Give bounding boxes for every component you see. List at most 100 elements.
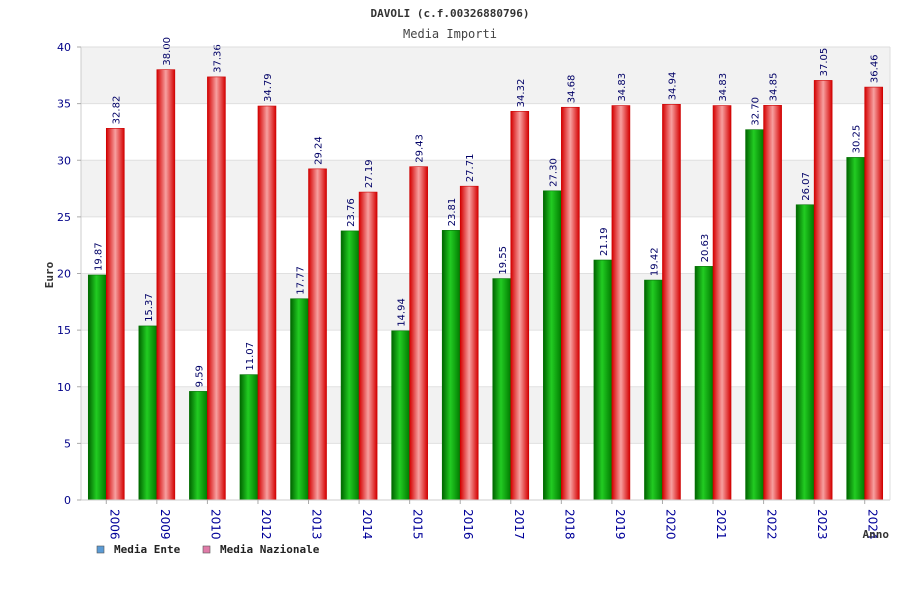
- data-label-media-ente: 23.76: [346, 198, 357, 227]
- x-tick-label: 2013: [310, 509, 324, 540]
- data-label-media-nazionale: 38.00: [162, 37, 173, 66]
- data-label-media-nazionale: 34.68: [566, 75, 577, 104]
- data-label-media-nazionale: 27.19: [364, 159, 375, 188]
- bar-media-nazionale: [864, 86, 884, 501]
- data-label-media-nazionale: 36.46: [870, 54, 881, 83]
- x-tick-label: 2016: [461, 509, 475, 540]
- x-axis-label: Anno: [863, 528, 890, 541]
- data-labels: 19.87 32.82 15.37 38.00 9.59 37.36 11.07 34.79 1…: [93, 37, 880, 387]
- data-label-media-nazionale: 29.24: [314, 136, 325, 165]
- data-label-media-nazionale: 37.05: [819, 48, 830, 77]
- data-label-media-ente: 17.77: [296, 266, 307, 295]
- data-label-media-ente: 9.59: [194, 365, 205, 387]
- bar-media-ente: [593, 259, 613, 501]
- bar-media-nazionale: [712, 105, 732, 501]
- bar-media-ente: [694, 266, 714, 501]
- data-label-media-nazionale: 37.36: [212, 44, 223, 73]
- legend-label-media-ente: Media Ente: [114, 543, 181, 556]
- bar-media-ente: [846, 157, 866, 501]
- bar-media-nazionale: [813, 80, 833, 501]
- bar-media-ente: [138, 325, 158, 501]
- data-label-media-nazionale: 34.32: [516, 79, 527, 108]
- x-tick-label: 2017: [512, 509, 526, 540]
- bar-media-nazionale: [459, 185, 479, 501]
- bar-media-nazionale: [763, 105, 782, 501]
- bar-media-ente: [644, 279, 663, 501]
- bar-media-ente: [340, 230, 360, 501]
- x-tick-label: 2018: [562, 509, 576, 540]
- bar-media-nazionale: [561, 106, 580, 501]
- x-tick-label: 2019: [613, 509, 627, 540]
- x-tick-label: 2024: [866, 509, 880, 540]
- bar-media-nazionale: [257, 105, 277, 501]
- data-label-media-ente: 27.30: [548, 158, 559, 187]
- chart-subtitle: Media Importi: [403, 27, 497, 41]
- data-label-media-nazionale: 34.79: [263, 73, 274, 102]
- data-label-media-ente: 20.63: [700, 234, 711, 263]
- bar-media-nazionale: [510, 111, 530, 501]
- data-label-media-ente: 14.94: [397, 298, 408, 327]
- chart-title: DAVOLI (c.f.00326880796): [371, 7, 530, 20]
- x-tick-label: 2021: [714, 509, 728, 540]
- data-label-media-ente: 19.42: [649, 247, 660, 276]
- bar-media-ente: [189, 391, 208, 501]
- bars: [87, 69, 884, 501]
- bar-media-ente: [391, 330, 410, 501]
- bar-media-ente: [290, 298, 309, 501]
- bar-media-nazionale: [105, 128, 125, 501]
- x-tick-label: 2023: [815, 509, 829, 540]
- bar-media-nazionale: [611, 105, 631, 501]
- data-label-media-nazionale: 32.82: [111, 96, 122, 125]
- bar-media-ente: [492, 278, 512, 501]
- x-tick-label: 2015: [411, 509, 425, 540]
- y-tick-label: 0: [64, 494, 71, 507]
- legend-swatch-media-ente: [96, 545, 105, 554]
- y-tick-label: 15: [57, 324, 71, 337]
- bar-media-ente: [87, 274, 107, 501]
- data-label-media-nazionale: 34.85: [769, 73, 780, 102]
- data-label-media-nazionale: 27.71: [465, 154, 476, 183]
- axes: 0 5 10 15 20 25 30 35 40 2006 2009 2010 2012 2013 2014…: [57, 41, 891, 540]
- y-axis-label: Euro: [43, 261, 56, 288]
- bar-media-nazionale: [207, 76, 226, 501]
- x-tick-label: 2006: [107, 509, 121, 540]
- x-tick-label: 2009: [158, 509, 172, 540]
- legend-swatch-media-nazionale: [202, 545, 211, 554]
- x-tick-label: 2022: [765, 509, 779, 540]
- x-tick-label: 2012: [259, 509, 273, 540]
- bar-media-ente: [543, 190, 562, 501]
- y-tick-label: 5: [64, 437, 71, 450]
- data-label-media-ente: 30.25: [852, 125, 863, 154]
- y-tick-label: 30: [57, 154, 71, 167]
- data-label-media-nazionale: 34.94: [667, 72, 678, 101]
- data-label-media-ente: 11.07: [245, 342, 256, 371]
- data-label-media-ente: 15.37: [144, 293, 155, 322]
- y-tick-label: 40: [57, 41, 71, 54]
- bar-media-ente: [441, 230, 461, 501]
- x-tick-label: 2014: [360, 509, 374, 540]
- bar-media-ente: [239, 374, 259, 501]
- y-tick-label: 10: [57, 381, 71, 394]
- bar-media-nazionale: [308, 168, 327, 501]
- y-tick-label: 35: [57, 98, 71, 111]
- x-tick-label: 2020: [663, 509, 677, 540]
- legend-label-media-nazionale: Media Nazionale: [220, 543, 320, 556]
- data-label-media-nazionale: 29.43: [415, 134, 426, 163]
- legend: Media Ente Media Nazionale: [96, 543, 320, 556]
- data-label-media-nazionale: 34.83: [718, 73, 729, 102]
- x-tick-label: 2010: [208, 509, 222, 540]
- data-label-media-ente: 26.07: [801, 172, 812, 201]
- y-tick-label: 25: [57, 211, 71, 224]
- data-label-media-ente: 21.19: [599, 227, 610, 256]
- data-label-media-nazionale: 34.83: [617, 73, 628, 102]
- bar-media-ente: [795, 204, 815, 501]
- bar-media-ente: [745, 129, 764, 501]
- bar-media-nazionale: [358, 191, 378, 501]
- bar-media-nazionale: [662, 104, 681, 501]
- data-label-media-ente: 19.55: [498, 246, 509, 275]
- bar-media-nazionale: [409, 166, 428, 501]
- data-label-media-ente: 32.70: [751, 97, 762, 126]
- bar-media-nazionale: [156, 69, 176, 501]
- y-tick-label: 20: [57, 268, 71, 281]
